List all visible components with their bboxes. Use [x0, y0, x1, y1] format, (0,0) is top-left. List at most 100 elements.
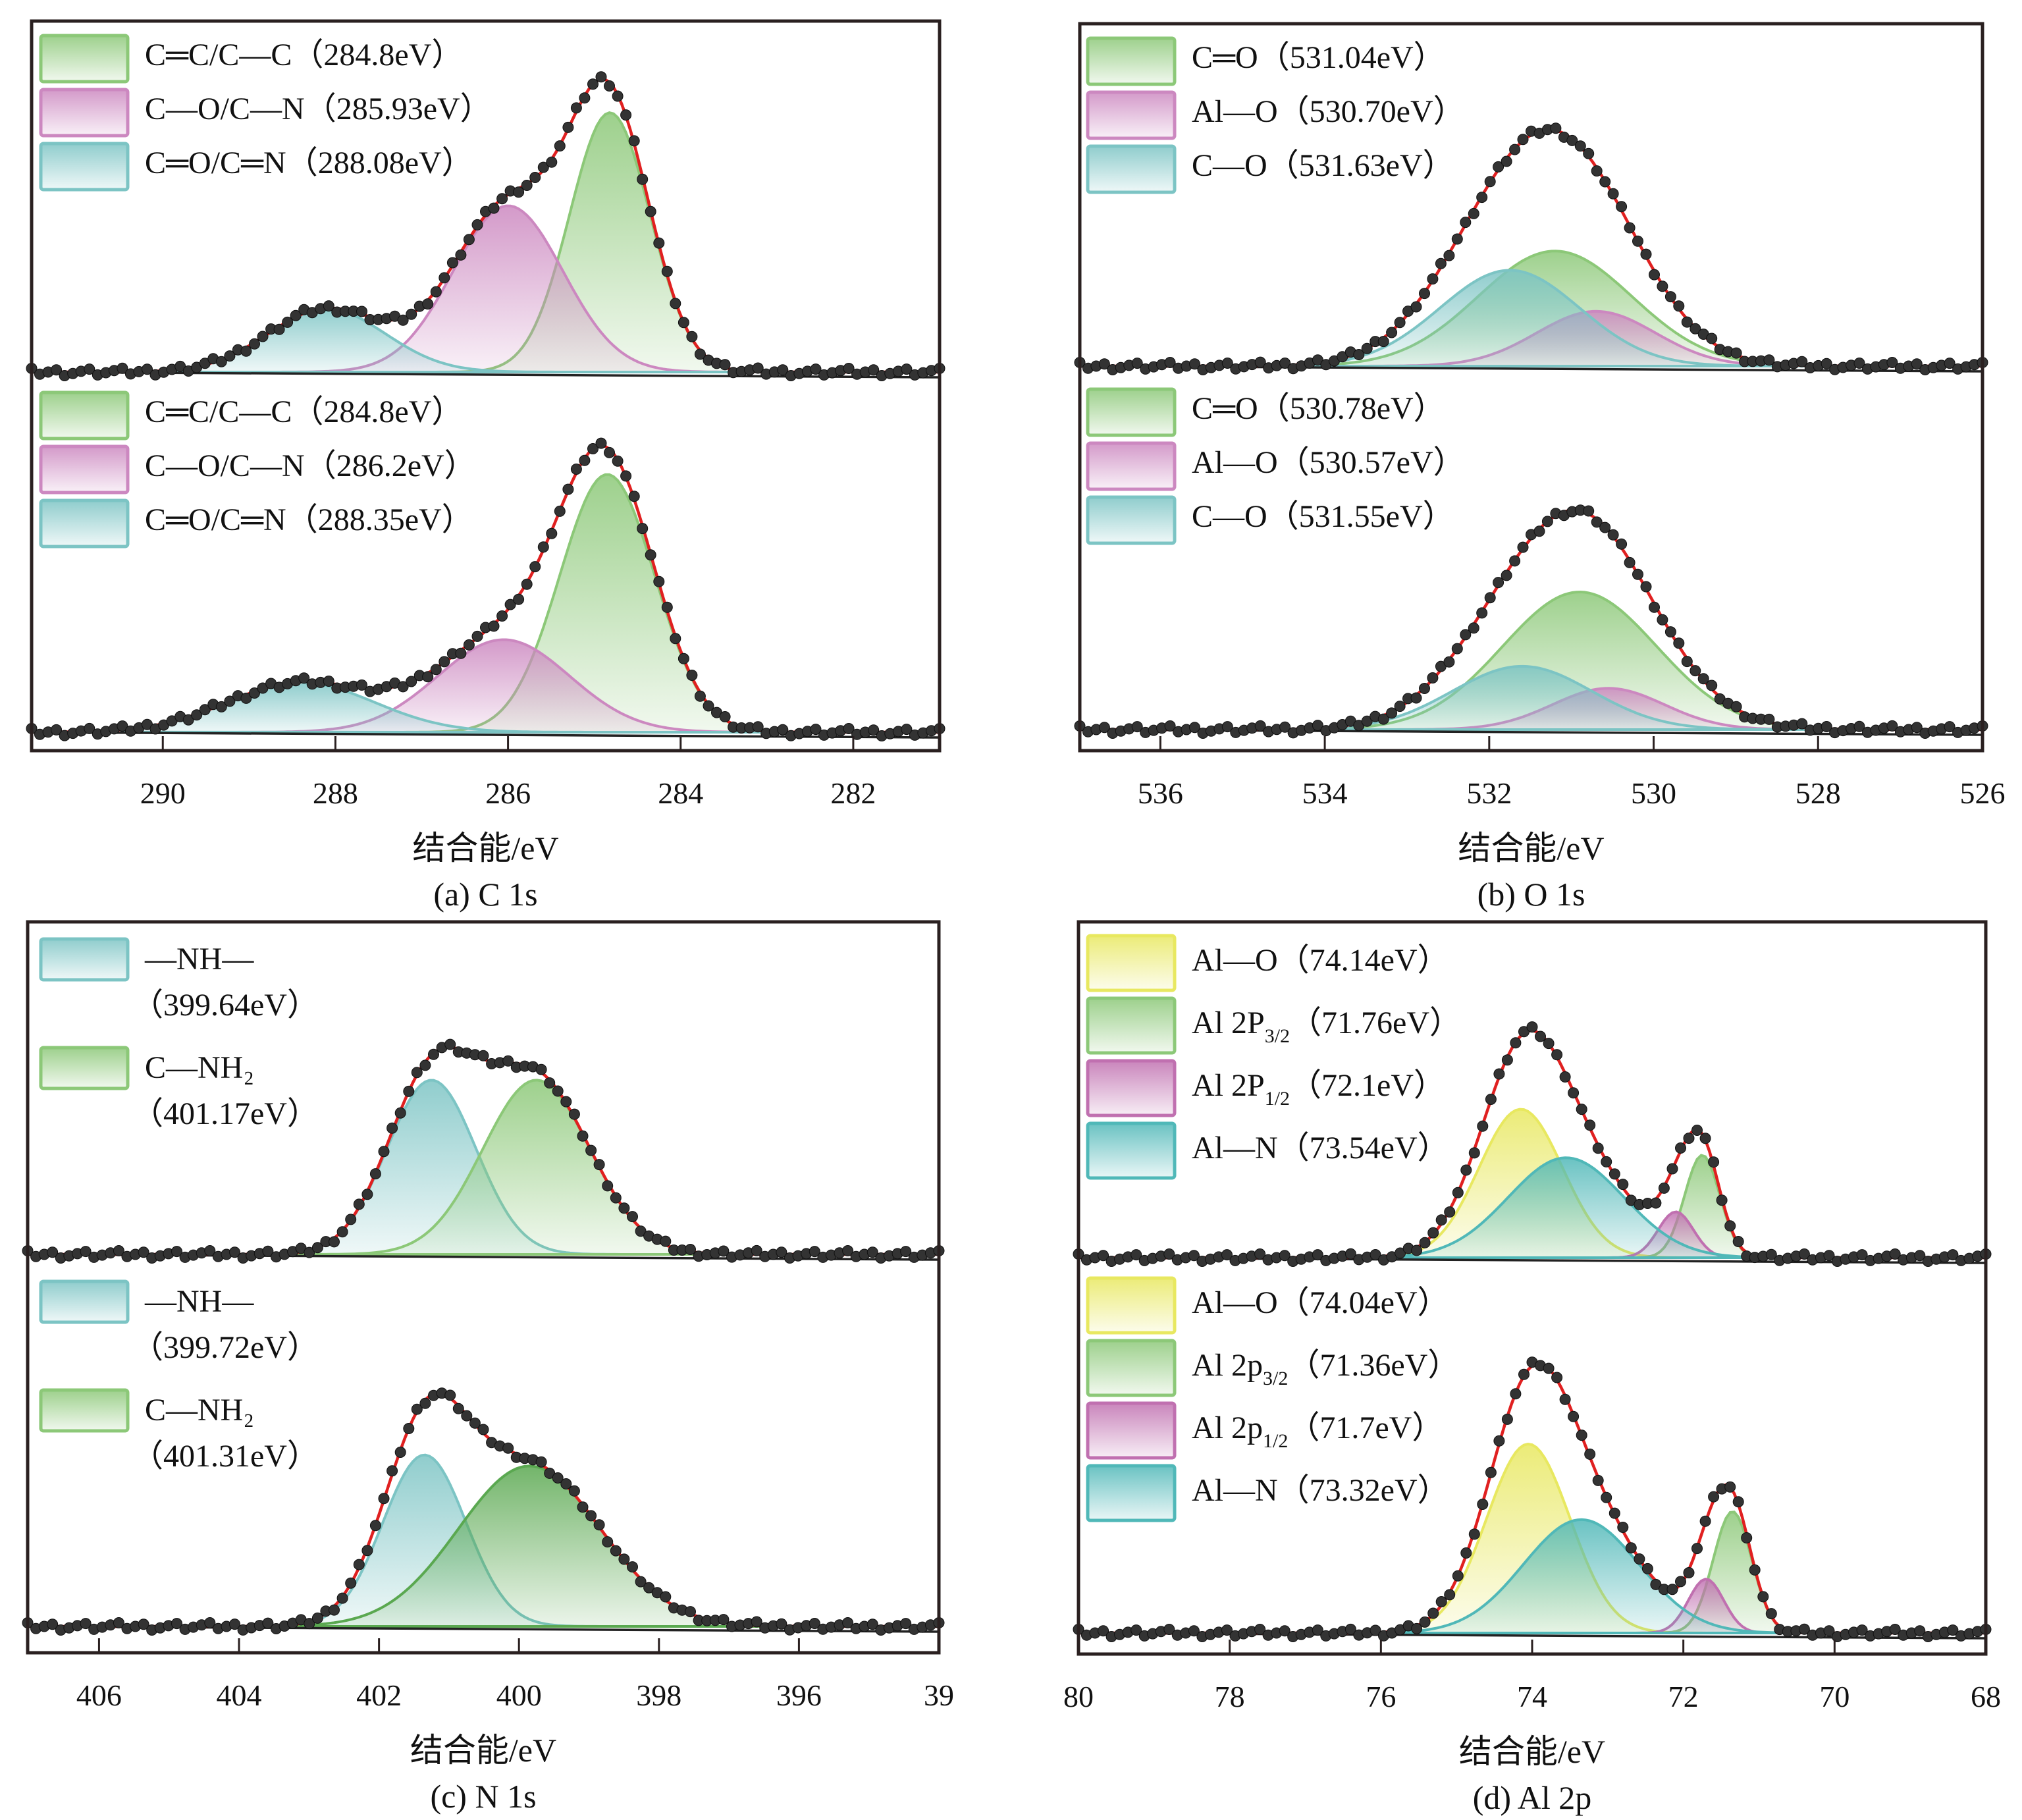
data-point [900, 1618, 912, 1630]
data-point [1394, 701, 1406, 712]
data-point [1559, 1393, 1571, 1405]
data-point [1279, 721, 1291, 733]
data-point [249, 338, 260, 350]
data-point [386, 1122, 398, 1134]
legend-swatch [39, 498, 130, 549]
data-point [304, 1246, 315, 1258]
data-point [502, 1055, 514, 1067]
data-point [446, 257, 458, 269]
data-point [1254, 356, 1266, 368]
data-point [612, 90, 624, 102]
data-point [1510, 1037, 1522, 1049]
data-point [204, 1245, 216, 1256]
panel-d: Al—O（74.14eV） Al 2P3/2（71.76eV） Al 2P1/2（7… [1063, 920, 2001, 1816]
data-point [1576, 1104, 1587, 1115]
data-point [378, 1493, 390, 1505]
data-point [868, 724, 880, 736]
data-point [1798, 1623, 1810, 1635]
data-point [570, 464, 582, 475]
data-point [1601, 1156, 1612, 1167]
data-point [670, 633, 681, 645]
data-point [353, 1198, 365, 1210]
data-point [1625, 1542, 1637, 1554]
legend-label: C═O（530.78eV） [1192, 391, 1445, 426]
data-point [1164, 357, 1176, 368]
data-point [1624, 222, 1636, 234]
data-point [1911, 358, 1923, 370]
data-point [1763, 354, 1775, 366]
legend-label: C═O（531.04eV） [1192, 40, 1445, 75]
data-point [544, 1077, 556, 1089]
data-point [439, 272, 450, 284]
data-point [703, 700, 714, 712]
data-point [554, 140, 566, 152]
data-point [1574, 140, 1586, 152]
data-point [1098, 722, 1110, 734]
data-point [394, 1107, 406, 1119]
data-point [653, 575, 665, 587]
data-point [602, 1180, 614, 1192]
data-point [653, 237, 665, 249]
legend-label: Al—O（530.70eV） [1192, 94, 1465, 129]
data-point [1493, 1435, 1505, 1447]
data-point [257, 331, 269, 342]
data-point [1517, 134, 1529, 146]
data-point [1584, 1448, 1596, 1460]
data-point [1541, 516, 1553, 527]
x-tick-label: 80 [1063, 1680, 1094, 1713]
data-point [1634, 1553, 1645, 1565]
data-point [809, 1618, 820, 1629]
data-point [1576, 1430, 1587, 1441]
plot-frame [1078, 22, 1984, 753]
data-point [406, 676, 417, 687]
data-point [776, 1618, 787, 1630]
data-point [660, 1591, 672, 1603]
data-point [1706, 333, 1718, 344]
data-point [113, 1245, 124, 1256]
data-point [240, 692, 252, 704]
data-point [1821, 358, 1832, 369]
legend-label: C═C/C—C（284.8eV） [145, 38, 463, 72]
data-point [1435, 1596, 1447, 1607]
x-tick-label: 400 [496, 1678, 542, 1712]
legend-label: C—NH₂ [145, 1050, 254, 1085]
data-point [1699, 1515, 1711, 1527]
data-point [1444, 1206, 1456, 1218]
data-point [1649, 269, 1660, 281]
peak-component-c-o [1080, 664, 1982, 731]
data-point [1730, 701, 1742, 712]
data-point [842, 1617, 854, 1628]
data-point [1279, 1250, 1290, 1262]
data-point [866, 1619, 878, 1630]
data-point [1254, 720, 1266, 732]
legend-label: C—NH₂ [145, 1393, 254, 1428]
legend-swatch [39, 1046, 130, 1090]
data-point [1666, 1163, 1678, 1175]
data-point [397, 681, 409, 693]
peak-component-c-o-c-n [32, 204, 940, 373]
data-point [635, 1225, 647, 1237]
data-point [262, 1617, 274, 1629]
data-point [1427, 1607, 1439, 1619]
data-point [1591, 165, 1603, 177]
x-tick-label: 532 [1466, 776, 1512, 810]
x-tick-label: 74 [1517, 1680, 1547, 1713]
data-point [463, 234, 475, 246]
data-point [577, 1130, 589, 1142]
data-point [1691, 1543, 1703, 1555]
data-point [455, 249, 467, 261]
plot-frame [30, 19, 942, 753]
data-point [428, 1048, 439, 1060]
data-point [496, 193, 508, 205]
data-point [1435, 257, 1447, 269]
data-point [660, 1235, 672, 1247]
data-point [535, 1456, 547, 1468]
legend-label: Al 2P1/2（72.1eV） [1192, 1068, 1445, 1110]
data-point [529, 172, 541, 183]
data-point [577, 1501, 589, 1513]
peak-component-c-nh2 [28, 1464, 939, 1628]
x-tick-label: 528 [1796, 776, 1841, 810]
data-point [323, 300, 334, 312]
data-point [1856, 1249, 1868, 1261]
data-point [444, 1389, 456, 1401]
